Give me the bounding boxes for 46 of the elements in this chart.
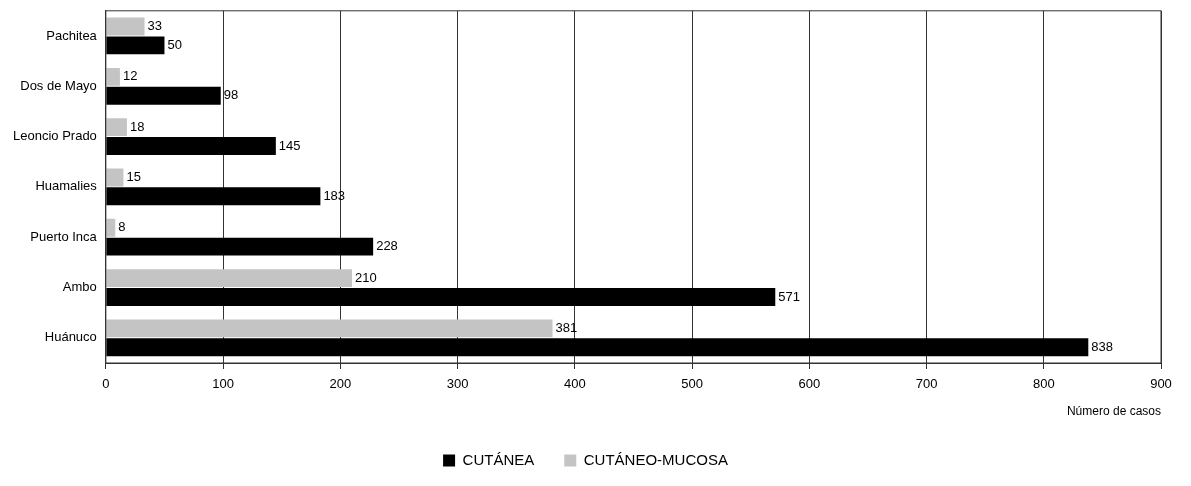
data-label: 33 xyxy=(147,18,162,34)
bar xyxy=(106,168,124,187)
bar xyxy=(106,36,165,55)
data-label: 210 xyxy=(355,269,377,285)
y-tick-label: Ambo xyxy=(62,279,97,295)
data-label: 15 xyxy=(126,169,141,185)
x-tick-label: 500 xyxy=(681,376,703,392)
data-label: 571 xyxy=(778,288,800,304)
data-label: 18 xyxy=(129,118,145,134)
bar xyxy=(106,288,776,306)
bar xyxy=(106,137,276,155)
data-label: 838 xyxy=(1091,338,1114,354)
y-tick-label: Dos de Mayo xyxy=(20,77,97,93)
data-label: 228 xyxy=(376,238,398,254)
y-tick-label: Huánuco xyxy=(44,329,97,345)
legend-label: CUTÁNEO-MUCOSA xyxy=(583,450,728,468)
bar xyxy=(106,237,374,256)
bar xyxy=(106,118,127,137)
data-label: 12 xyxy=(122,68,138,84)
y-tick-label: Puerto Inca xyxy=(30,228,98,244)
bar xyxy=(106,218,116,237)
y-tick-label: Leoncio Prado xyxy=(13,128,97,144)
bar xyxy=(106,86,221,105)
bar xyxy=(106,269,353,288)
x-tick-label: 700 xyxy=(915,376,938,392)
y-tick-label: Huamalies xyxy=(35,178,98,194)
data-label: 145 xyxy=(278,137,301,153)
bar xyxy=(106,187,321,206)
y-tick-label: Pachitea xyxy=(46,27,98,43)
x-axis-title: Número de casos xyxy=(1066,404,1161,419)
data-label: 98 xyxy=(223,87,239,103)
data-label: 50 xyxy=(167,36,182,52)
x-tick-label: 400 xyxy=(563,376,586,392)
bar xyxy=(106,319,553,338)
x-tick-label: 300 xyxy=(446,376,469,392)
x-tick-label: 0 xyxy=(102,376,110,392)
bar xyxy=(106,67,120,86)
bar xyxy=(106,338,1089,357)
x-tick-label: 600 xyxy=(798,376,821,392)
legend-label: CUTÁNEA xyxy=(462,450,535,468)
bar xyxy=(106,17,145,36)
x-tick-label: 800 xyxy=(1032,376,1055,392)
data-label: 8 xyxy=(118,219,126,235)
x-tick-label: 100 xyxy=(212,376,234,392)
x-tick-label: 900 xyxy=(1150,376,1172,392)
x-tick-label: 200 xyxy=(329,376,352,392)
